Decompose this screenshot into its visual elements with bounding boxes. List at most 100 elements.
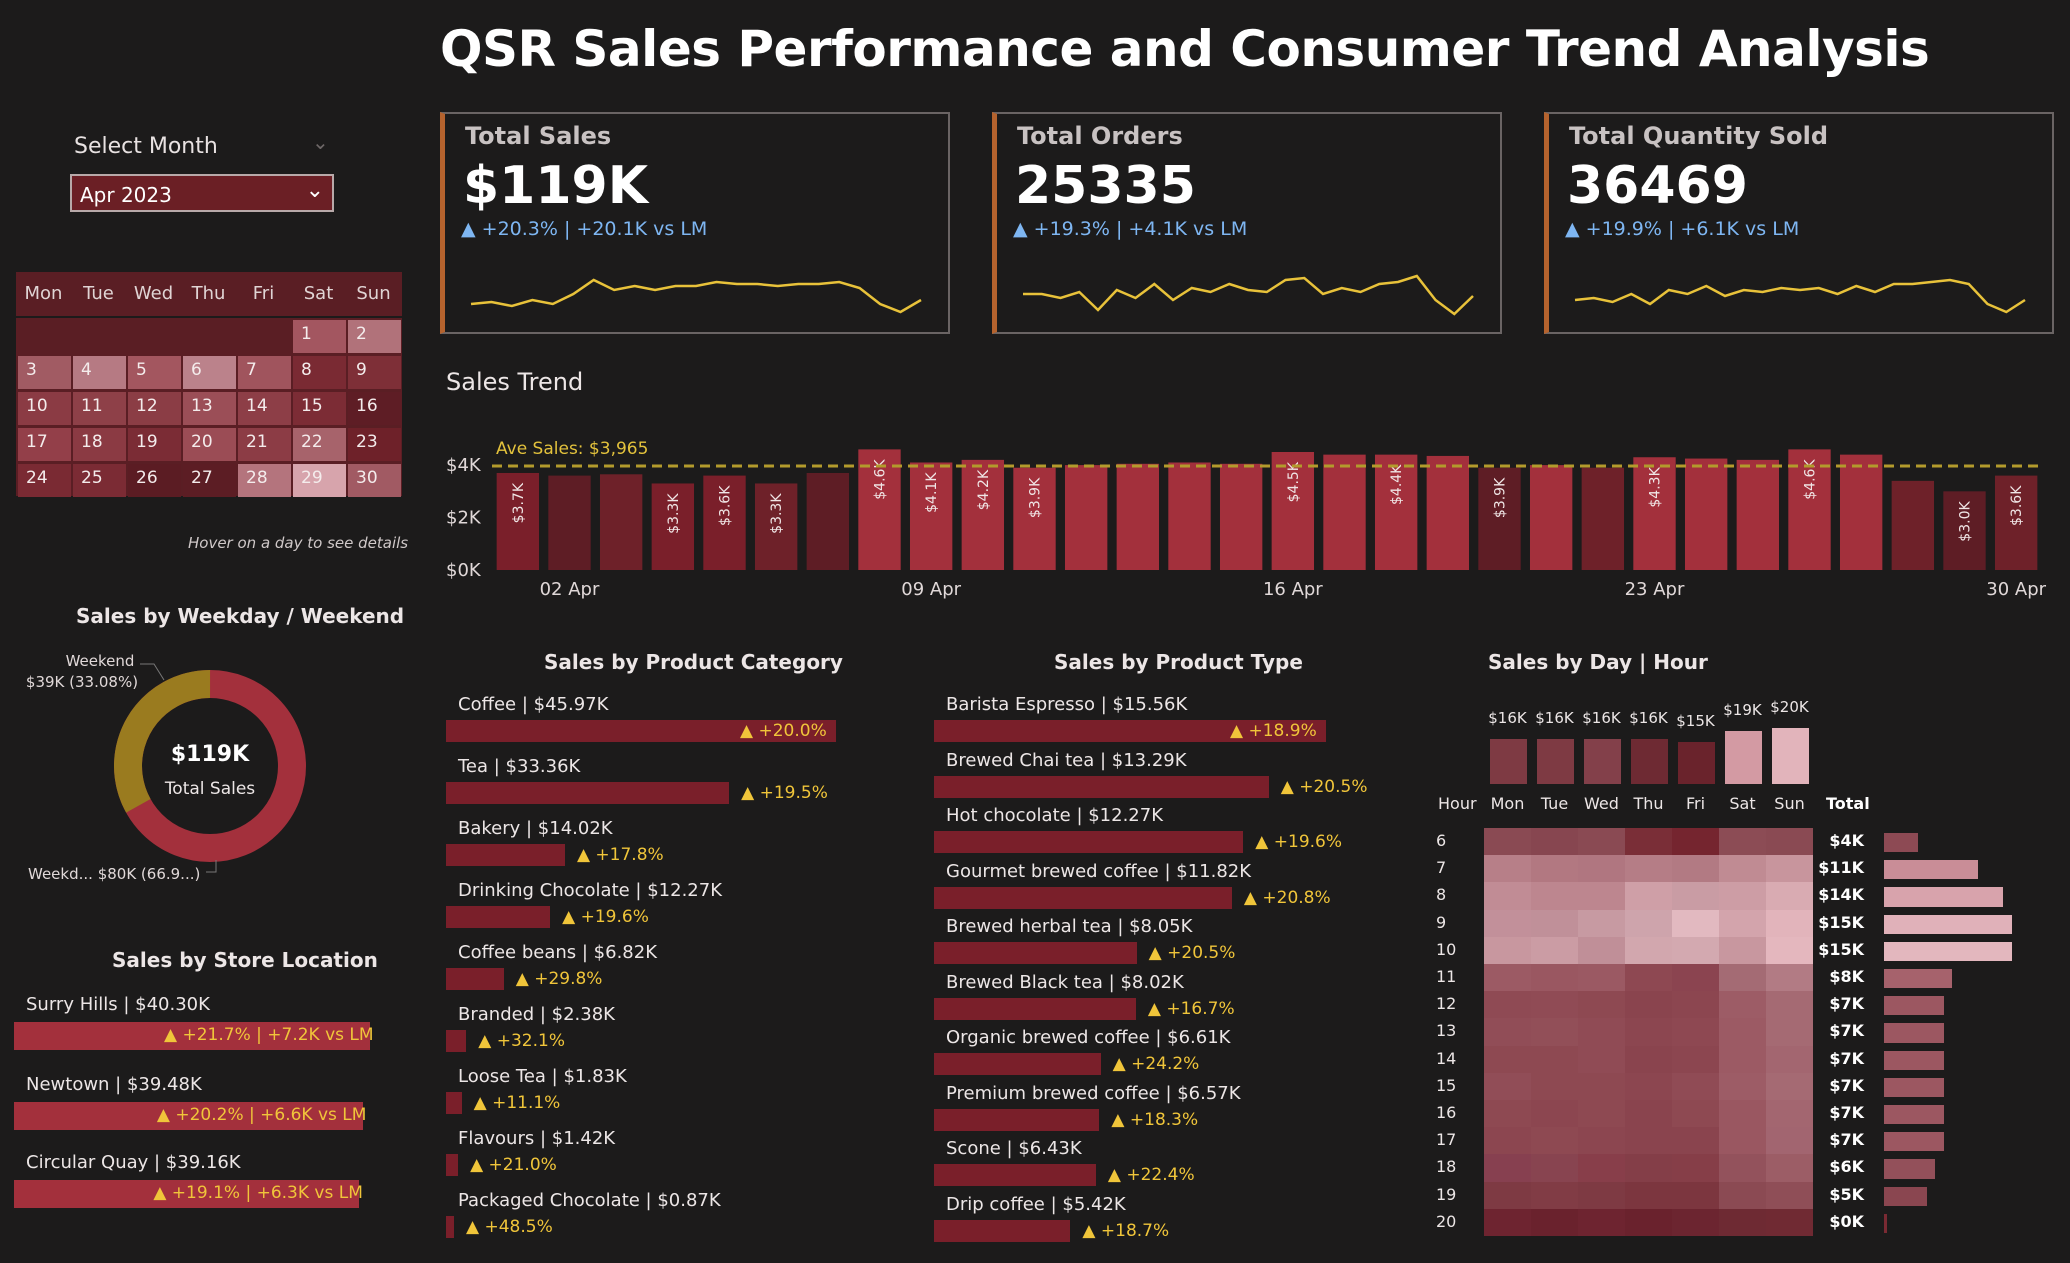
heatmap-cell[interactable] [1719, 936, 1766, 964]
product-type-bar[interactable] [934, 997, 1136, 1020]
calendar-day[interactable]: 3 [18, 356, 71, 389]
heatmap-cell[interactable] [1484, 1127, 1531, 1155]
heatmap-cell[interactable] [1672, 1154, 1719, 1182]
calendar-day[interactable]: 24 [18, 464, 71, 497]
heatmap-cell[interactable] [1531, 1100, 1578, 1128]
product-type-bar[interactable] [934, 886, 1232, 909]
hour-total-bar[interactable] [1884, 1077, 1944, 1097]
heatmap-cell[interactable] [1625, 936, 1672, 964]
product-category-bar[interactable] [446, 720, 836, 742]
heatmap-cell[interactable] [1625, 1100, 1672, 1128]
heatmap-cell[interactable] [1625, 828, 1672, 856]
heatmap-cell[interactable] [1766, 1154, 1813, 1182]
heatmap-cell[interactable] [1719, 991, 1766, 1019]
product-category-bar[interactable] [446, 968, 504, 990]
calendar-day[interactable]: 12 [128, 392, 181, 425]
heatmap-cell[interactable] [1578, 1208, 1625, 1236]
heatmap-cell[interactable] [1578, 1100, 1625, 1128]
heatmap-cell[interactable] [1531, 1018, 1578, 1046]
calendar-day[interactable]: 6 [183, 356, 236, 389]
heatmap-cell[interactable] [1484, 828, 1531, 856]
calendar-day[interactable]: 2 [348, 320, 401, 353]
day-total-bar[interactable] [1537, 739, 1574, 784]
heatmap-cell[interactable] [1766, 909, 1813, 937]
heatmap-cell[interactable] [1766, 1072, 1813, 1100]
heatmap-cell[interactable] [1531, 964, 1578, 992]
calendar-day[interactable]: 13 [183, 392, 236, 425]
heatmap-cell[interactable] [1531, 1072, 1578, 1100]
heatmap-cell[interactable] [1484, 1100, 1531, 1128]
calendar-day[interactable]: 14 [238, 392, 291, 425]
heatmap-cell[interactable] [1672, 991, 1719, 1019]
calendar-day[interactable]: 8 [293, 356, 346, 389]
heatmap-cell[interactable] [1719, 1127, 1766, 1155]
hour-total-bar[interactable] [1884, 969, 1953, 989]
heatmap-cell[interactable] [1719, 1181, 1766, 1209]
hour-total-bar[interactable] [1884, 996, 1944, 1016]
calendar-day[interactable]: 23 [348, 428, 401, 461]
heatmap-cell[interactable] [1484, 1045, 1531, 1073]
hour-total-bar[interactable] [1884, 941, 2012, 961]
heatmap-cell[interactable] [1672, 1100, 1719, 1128]
heatmap-cell[interactable] [1719, 855, 1766, 883]
heatmap-cell[interactable] [1484, 1072, 1531, 1100]
heatmap-cell[interactable] [1625, 882, 1672, 910]
heatmap-cell[interactable] [1531, 1154, 1578, 1182]
product-category-bar[interactable] [446, 844, 565, 866]
heatmap-cell[interactable] [1484, 1018, 1531, 1046]
hour-total-bar[interactable] [1884, 1186, 1927, 1206]
day-total-bar[interactable] [1772, 728, 1809, 784]
heatmap-cell[interactable] [1625, 909, 1672, 937]
product-category-bar[interactable] [446, 1092, 462, 1114]
heatmap-cell[interactable] [1719, 1045, 1766, 1073]
heatmap-cell[interactable] [1578, 1045, 1625, 1073]
heatmap-cell[interactable] [1719, 964, 1766, 992]
hour-total-bar[interactable] [1884, 1159, 1936, 1179]
product-category-bar[interactable] [446, 1154, 459, 1176]
heatmap-cell[interactable] [1484, 991, 1531, 1019]
product-category-bar[interactable] [446, 1216, 454, 1238]
calendar-day[interactable]: 25 [73, 464, 126, 497]
heatmap-cell[interactable] [1672, 1045, 1719, 1073]
calendar-day[interactable]: 17 [18, 428, 71, 461]
heatmap-cell[interactable] [1766, 855, 1813, 883]
heatmap-cell[interactable] [1719, 1208, 1766, 1236]
heatmap-cell[interactable] [1531, 991, 1578, 1019]
calendar-day[interactable]: 27 [183, 464, 236, 497]
day-total-bar[interactable] [1631, 739, 1668, 784]
heatmap-cell[interactable] [1719, 828, 1766, 856]
heatmap-cell[interactable] [1766, 1045, 1813, 1073]
hour-total-bar[interactable] [1884, 914, 2012, 934]
heatmap-cell[interactable] [1578, 1154, 1625, 1182]
heatmap-cell[interactable] [1484, 1208, 1531, 1236]
heatmap-cell[interactable] [1578, 909, 1625, 937]
calendar-day[interactable]: 5 [128, 356, 181, 389]
product-category-bar[interactable] [446, 782, 730, 804]
heatmap-cell[interactable] [1672, 936, 1719, 964]
day-total-bar[interactable] [1490, 739, 1527, 784]
heatmap-cell[interactable] [1766, 964, 1813, 992]
heatmap-cell[interactable] [1531, 936, 1578, 964]
heatmap-cell[interactable] [1719, 909, 1766, 937]
heatmap-cell[interactable] [1672, 828, 1719, 856]
calendar-day[interactable]: 1 [293, 320, 346, 353]
heatmap-cell[interactable] [1766, 1100, 1813, 1128]
calendar-day[interactable]: 30 [348, 464, 401, 497]
heatmap-cell[interactable] [1484, 936, 1531, 964]
heatmap-cell[interactable] [1719, 1100, 1766, 1128]
heatmap-cell[interactable] [1766, 1127, 1813, 1155]
calendar-day[interactable]: 7 [238, 356, 291, 389]
hour-total-bar[interactable] [1884, 1023, 1944, 1043]
heatmap-cell[interactable] [1484, 909, 1531, 937]
product-type-bar[interactable] [934, 1053, 1101, 1075]
calendar-day[interactable]: 21 [238, 428, 291, 461]
heatmap-cell[interactable] [1625, 1072, 1672, 1100]
calendar-day[interactable]: 4 [73, 356, 126, 389]
hour-total-bar[interactable] [1884, 860, 1978, 880]
heatmap-cell[interactable] [1766, 936, 1813, 964]
day-total-bar[interactable] [1725, 730, 1762, 784]
store-location-bar[interactable] [14, 1022, 370, 1050]
day-total-bar[interactable] [1678, 742, 1715, 784]
heatmap-cell[interactable] [1531, 1181, 1578, 1209]
heatmap-cell[interactable] [1484, 882, 1531, 910]
